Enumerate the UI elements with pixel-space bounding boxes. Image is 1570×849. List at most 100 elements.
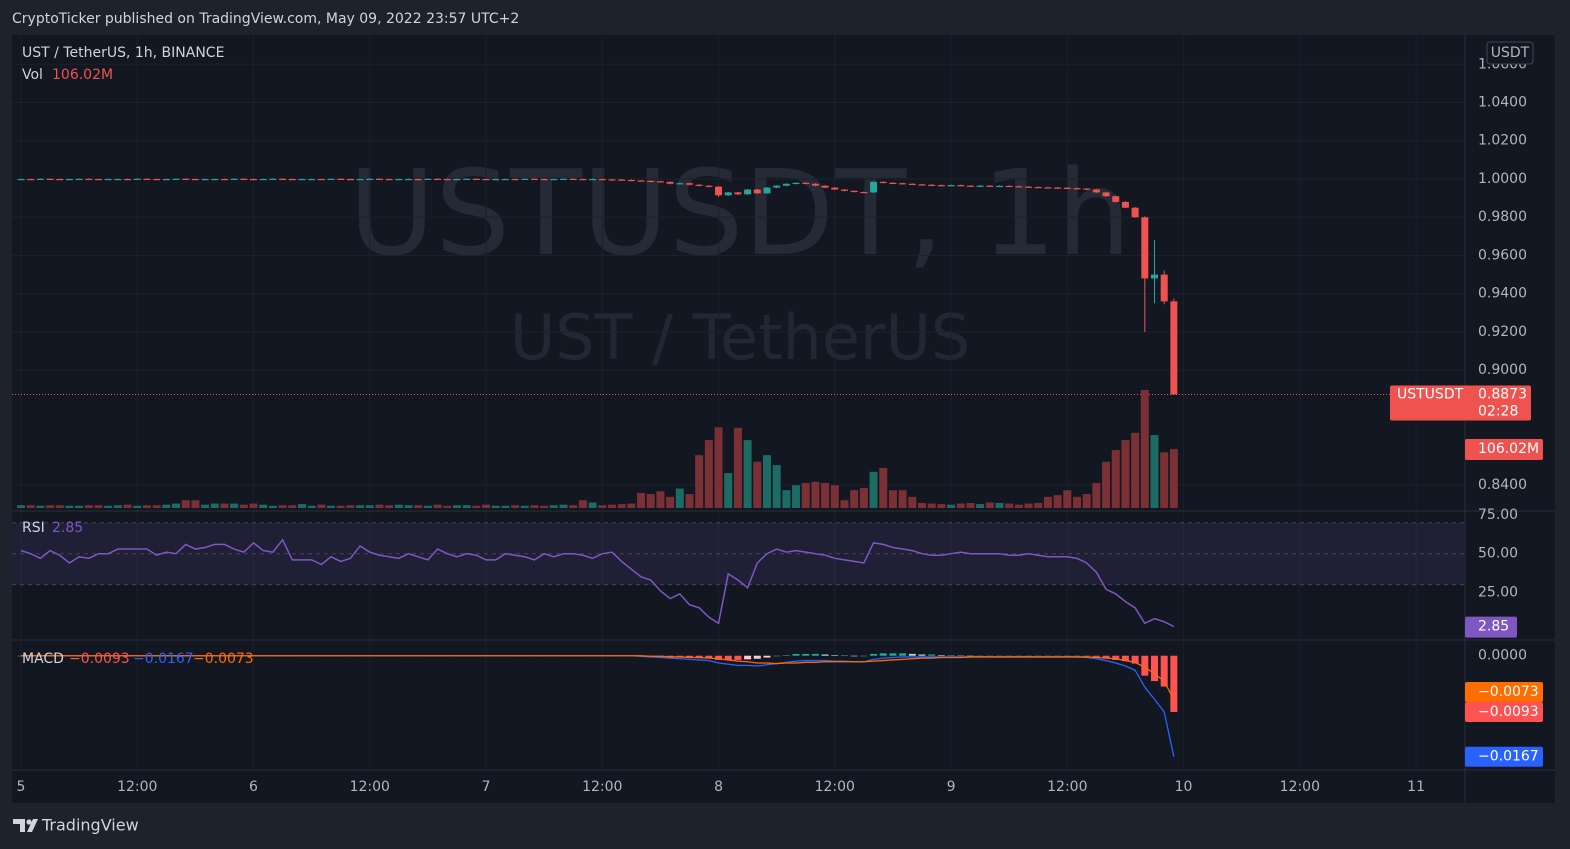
- volume-bar: [385, 505, 394, 508]
- volume-bar: [840, 500, 849, 508]
- candle-body: [1034, 187, 1042, 189]
- candle-body: [705, 185, 713, 187]
- candle-body: [995, 185, 1003, 188]
- volume-bar: [578, 500, 587, 508]
- volume-bar: [1121, 440, 1130, 508]
- candle-body: [792, 182, 800, 185]
- macd-signal-last: −0.0073: [193, 651, 254, 667]
- candle-body: [85, 178, 93, 181]
- volume-bar: [520, 505, 529, 508]
- volume-bar: [588, 502, 597, 508]
- macd-histogram-bar: [802, 653, 810, 656]
- candle-body: [560, 178, 568, 181]
- volume-bar: [452, 505, 461, 508]
- candle-body: [143, 178, 151, 181]
- volume-bar: [346, 505, 355, 508]
- candle-body: [715, 186, 723, 196]
- candle-body: [540, 178, 548, 181]
- x-tick-label: 8: [714, 779, 723, 795]
- candle-body: [1054, 187, 1062, 189]
- volume-bar: [956, 503, 965, 508]
- candle-body: [879, 181, 887, 184]
- candle-body: [153, 178, 161, 181]
- volume-bar: [162, 504, 171, 508]
- volume-bar: [869, 471, 878, 508]
- y-tick-label: 25.00: [1478, 584, 1518, 600]
- candle-body: [957, 185, 965, 187]
- symbol-title: UST / TetherUS, 1h, BINANCE: [22, 45, 224, 61]
- candle-body: [937, 185, 945, 187]
- volume-bar: [46, 505, 55, 508]
- candle-body: [434, 178, 442, 181]
- candle-body: [695, 184, 703, 186]
- y-tick-label: 0.0000: [1478, 648, 1527, 664]
- candle-body: [840, 189, 848, 191]
- volume-bar: [743, 440, 752, 508]
- x-tick-label: 11: [1407, 779, 1425, 795]
- volume-bar: [152, 505, 161, 508]
- volume-bar: [259, 504, 268, 508]
- macd-histogram-bar: [1151, 655, 1159, 682]
- candle-body: [550, 178, 558, 181]
- volume-last: 106.02M: [52, 67, 113, 83]
- volume-bar: [830, 485, 839, 508]
- candle-body: [908, 183, 916, 185]
- candle-body: [385, 178, 393, 181]
- volume-bar: [714, 427, 723, 508]
- candle-body: [230, 178, 238, 181]
- volume-bar: [307, 505, 316, 508]
- macd-histogram-bar: [928, 654, 936, 656]
- candle-body: [889, 182, 897, 185]
- volume-bar: [704, 440, 713, 508]
- candle-body: [201, 178, 209, 181]
- volume-bar: [1024, 503, 1033, 508]
- candle-body: [211, 178, 219, 181]
- macd-histogram-bar: [1034, 655, 1042, 657]
- volume-bar: [1169, 448, 1178, 508]
- candle-body: [821, 185, 829, 188]
- macd-histogram-bar: [792, 653, 800, 656]
- volume-bar: [133, 505, 142, 508]
- rsi-name: RSI: [22, 520, 45, 536]
- candle-body: [966, 185, 974, 187]
- candle-body: [782, 183, 790, 186]
- volume-bar: [685, 494, 694, 508]
- volume-bar: [859, 487, 868, 508]
- x-tick-label: 12:00: [1280, 779, 1320, 795]
- price-tag-countdown: 02:28: [1478, 404, 1518, 420]
- volume-bar: [598, 505, 607, 508]
- candle-body: [811, 183, 819, 186]
- candle-body: [831, 187, 839, 190]
- candle-body: [424, 178, 432, 181]
- candle-body: [366, 178, 374, 181]
- volume-bar: [423, 505, 432, 508]
- volume-bar: [1131, 432, 1140, 508]
- candle-body: [492, 178, 500, 181]
- macd-tag: [1465, 701, 1543, 722]
- candle-body: [1141, 217, 1149, 279]
- candle-body: [656, 181, 664, 183]
- candle-body: [976, 185, 984, 187]
- volume-bar: [210, 503, 219, 508]
- volume-bar: [850, 490, 859, 508]
- candle-body: [763, 187, 771, 194]
- candle-body: [1131, 207, 1139, 218]
- candle-body: [220, 178, 228, 181]
- volume-bar: [617, 504, 626, 508]
- volume-bar: [191, 500, 200, 508]
- volume-bar: [511, 505, 520, 508]
- rsi-tag: [1465, 616, 1517, 638]
- volume-name: Vol: [22, 67, 43, 83]
- price-tag: [1390, 385, 1531, 421]
- y-tick-label: 75.00: [1478, 507, 1518, 523]
- volume-bar: [220, 503, 229, 508]
- candle-body: [802, 182, 810, 185]
- candle-body: [569, 178, 577, 181]
- volume-bar: [947, 504, 956, 508]
- volume-bar: [113, 505, 122, 508]
- macd-histogram-bar: [860, 655, 868, 657]
- volume-bar: [724, 472, 733, 508]
- candle-body: [162, 178, 170, 181]
- candle-body: [1083, 188, 1091, 190]
- candle-body: [191, 178, 199, 181]
